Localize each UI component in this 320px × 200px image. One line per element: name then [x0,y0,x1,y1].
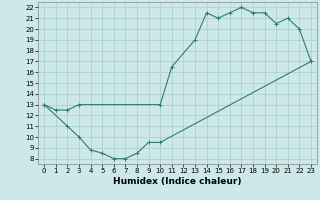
X-axis label: Humidex (Indice chaleur): Humidex (Indice chaleur) [113,177,242,186]
